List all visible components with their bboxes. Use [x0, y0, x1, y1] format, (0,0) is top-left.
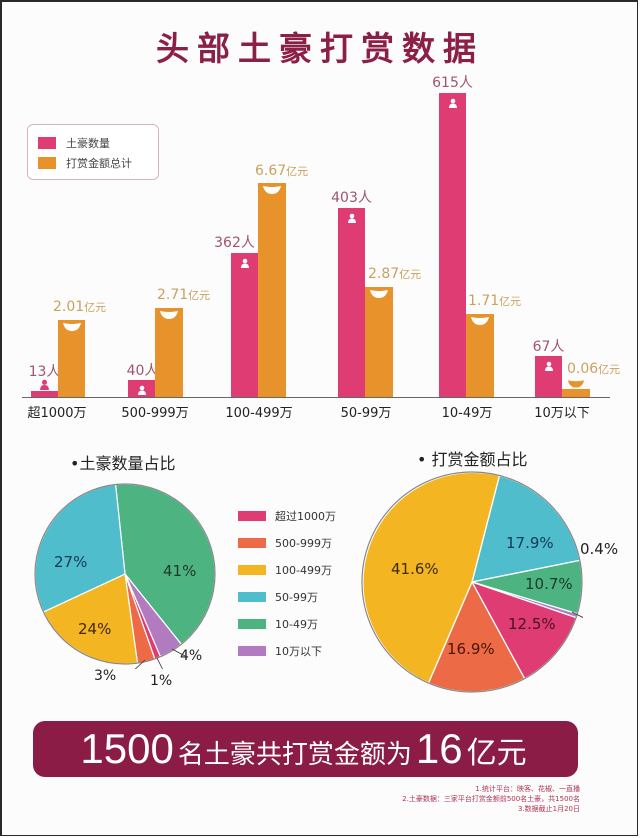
- person-icon: [40, 379, 49, 390]
- pie-legend-item: 500-999万: [238, 535, 332, 551]
- pie-count-chart: [34, 483, 216, 669]
- pie-amount-label-41-6: 41.6%: [391, 560, 439, 578]
- legend-label: 打赏金额总计: [66, 157, 132, 170]
- bar-chart: 13人 2.01亿元 超1000万 40人 2.71亿元 500-999万 36…: [22, 75, 621, 421]
- bar-count-label: 615人: [432, 75, 473, 91]
- ingot-icon: [263, 186, 281, 194]
- legend-swatch: [238, 619, 266, 629]
- pie-count-label-41: 41%: [163, 562, 197, 580]
- person-icon: [544, 361, 553, 371]
- pie-count-label-3: 3%: [94, 668, 117, 684]
- bar-amount-label: 6.67亿元: [255, 163, 309, 179]
- footnote-2: 2.土豪数据：三家平台打赏金额前500名土豪，共1500名: [402, 795, 580, 803]
- bar-count-label: 40人: [126, 363, 159, 379]
- pie-amount-label-0-4: 0.4%: [580, 540, 619, 558]
- bar-count-label: 362人: [214, 235, 255, 251]
- bar-amount-label: 0.06亿元: [567, 361, 621, 377]
- pie-amount-chart: [361, 471, 583, 693]
- pie-amount-label-16-9: 16.9%: [447, 640, 495, 658]
- pie-amount-label-10-7: 10.7%: [525, 575, 573, 593]
- bar-amount: [155, 308, 183, 397]
- bar-amount: [365, 287, 393, 397]
- footnote-1: 1.统计平台：映客、花椒、一直播: [475, 785, 580, 793]
- bar-amount: [466, 314, 494, 397]
- pie-count-label-24: 24%: [78, 620, 112, 638]
- legend-swatch-count: [38, 137, 56, 149]
- ingot-icon: [370, 290, 388, 298]
- bar-amount-label: 2.71亿元: [157, 287, 211, 303]
- x-axis-line: [22, 397, 610, 398]
- bar-amount: [562, 389, 590, 397]
- pie-legend-item: 超过1000万: [238, 508, 336, 524]
- legend-item-count: 土豪数量: [38, 135, 110, 151]
- legend-swatch-amount: [38, 157, 56, 169]
- footnotes: 1.统计平台：映客、花椒、一直播 2.土豪数据：三家平台打赏金额前500名土豪，…: [402, 784, 580, 814]
- legend-swatch: [238, 592, 266, 602]
- summary-banner: 1500 名土豪共打赏金额为 16 亿元: [33, 721, 578, 777]
- legend-label: 土豪数量: [66, 137, 110, 150]
- bar-count-label: 13人: [28, 364, 61, 380]
- bar-count: [439, 93, 466, 397]
- bar-count-label: 67人: [532, 339, 565, 355]
- summary-text: 名土豪共打赏金额为: [177, 740, 412, 770]
- footnote-3: 3.数据截止1月20日: [517, 805, 580, 813]
- pie-legend-item: 10-49万: [238, 616, 318, 632]
- category-label: 10万以下: [534, 406, 590, 421]
- bar-chart-legend: 土豪数量 打赏金额总计: [27, 124, 159, 180]
- ingot-icon: [471, 317, 489, 325]
- pie-amount-label-12-5: 12.5%: [508, 615, 556, 633]
- category-label: 超1000万: [27, 406, 87, 421]
- ingot-icon: [567, 380, 585, 388]
- bar-count-label: 403人: [331, 190, 372, 206]
- category-label: 50-99万: [340, 406, 392, 421]
- category-label: 10-49万: [441, 406, 493, 421]
- bar-count: [128, 380, 155, 397]
- person-icon: [448, 98, 457, 108]
- legend-swatch: [238, 511, 266, 521]
- pie-count-label-4: 4%: [180, 648, 203, 664]
- pie-legend-item: 50-99万: [238, 589, 318, 605]
- bar-count: [231, 253, 258, 397]
- bar-count: [535, 356, 562, 397]
- legend-swatch: [238, 646, 266, 656]
- pie-amount-title: • 打赏金额占比: [417, 450, 528, 469]
- person-icon: [347, 213, 356, 223]
- legend-item-amount: 打赏金额总计: [38, 155, 132, 171]
- bar-amount: [58, 320, 85, 397]
- bar-amount-label: 2.01亿元: [53, 299, 107, 315]
- ingot-icon: [62, 323, 81, 331]
- category-label: 500-999万: [121, 406, 189, 421]
- person-icon: [137, 385, 146, 395]
- legend-swatch: [238, 565, 266, 575]
- bar-count: [338, 208, 365, 397]
- pie-count-title: •土豪数量占比: [70, 454, 176, 473]
- bar-amount: [258, 183, 286, 397]
- summary-total-count: 1500: [80, 725, 174, 772]
- pie-legend-item: 10万以下: [238, 643, 322, 659]
- bar-amount-label: 1.71亿元: [468, 293, 522, 309]
- ingot-icon: [160, 311, 178, 319]
- page-title: 头部土豪打赏数据: [156, 29, 484, 68]
- pie-legend-item: 100-499万: [238, 562, 332, 578]
- legend-swatch: [238, 538, 266, 548]
- pie-amount-label-17-9: 17.9%: [506, 534, 554, 552]
- category-label: 100-499万: [225, 406, 293, 421]
- bar-count: [31, 391, 58, 397]
- summary-unit: 亿元: [466, 736, 527, 771]
- summary-total-amount: 16: [415, 725, 463, 772]
- pie-count-label-27: 27%: [54, 553, 88, 571]
- pie-count-label-1: 1%: [150, 673, 173, 689]
- bar-amount-label: 2.87亿元: [368, 266, 422, 282]
- person-icon: [240, 258, 249, 268]
